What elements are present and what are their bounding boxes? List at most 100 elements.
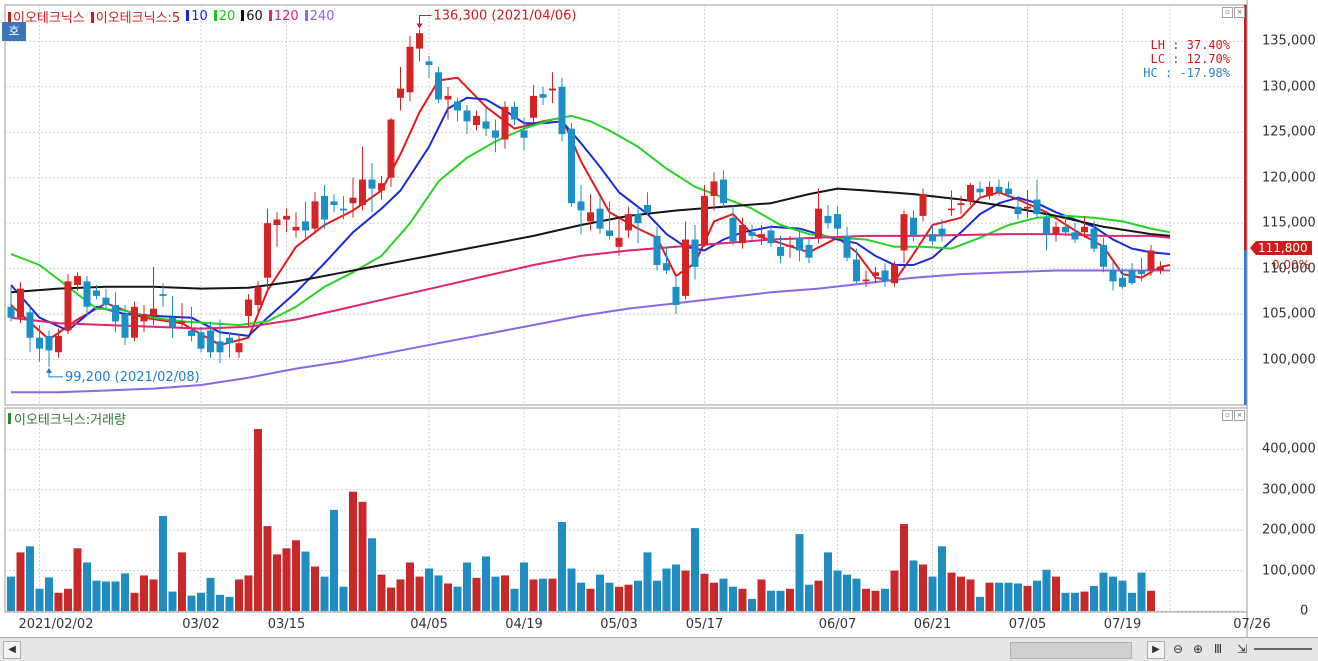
price-tick-label: 105,000 (1262, 306, 1316, 322)
legend-ma5[interactable]: 이오테크닉스:5 (90, 7, 180, 26)
current-price-tag: 111,800 0.00% (1250, 241, 1312, 272)
scroll-left-arrow-icon[interactable]: ◀ (3, 641, 21, 659)
candle (26, 306, 34, 353)
candle-body (720, 179, 727, 204)
candle (311, 192, 319, 235)
volume-bar (700, 573, 709, 611)
candle (577, 185, 585, 235)
scroll-thumb[interactable] (1010, 642, 1132, 659)
volume-bar (311, 566, 319, 611)
volume-bar (681, 570, 690, 611)
legend-ma240[interactable]: 240 (304, 9, 334, 24)
volume-legend[interactable]: 이오테크닉스:거래량 (8, 410, 126, 428)
volume-bar (26, 546, 34, 611)
volume-bar (292, 540, 300, 611)
current-price-value: 111,800 (1258, 241, 1308, 255)
candle-body (691, 239, 699, 267)
candle (131, 301, 138, 342)
candle-body (1147, 250, 1155, 271)
candle-body (387, 119, 395, 178)
volume-bar (1061, 592, 1070, 611)
candle-body (55, 335, 62, 353)
ma-line-120 (10, 233, 1171, 330)
volume-bar (1052, 576, 1060, 611)
candle (568, 123, 575, 207)
price-tick-label: 125,000 (1262, 124, 1316, 140)
volume-tick-label: 300,000 (1262, 482, 1316, 498)
period-slider-icon[interactable]: ⇲ (1236, 642, 1248, 656)
candle (558, 77, 566, 142)
candle-body (264, 223, 271, 278)
volume-bar (805, 584, 813, 611)
candle (55, 328, 62, 358)
candle-body (368, 179, 376, 189)
candle (273, 212, 281, 247)
volume-pane-maximize-icon[interactable]: ▫ (1222, 410, 1233, 421)
volume-tick-label: 100,000 (1262, 563, 1316, 579)
candle-body (511, 106, 518, 120)
candle-body (834, 214, 841, 229)
price-pane-accent-bar-upper (1244, 5, 1247, 250)
price-pane-close-icon[interactable]: × (1234, 7, 1245, 18)
candle (729, 205, 737, 245)
candle (796, 230, 803, 262)
high-marker-arrow-icon (416, 23, 423, 29)
candle (492, 119, 499, 153)
volume-bar (957, 576, 965, 611)
volume-pane-frame (4, 407, 1248, 613)
volume-bar (672, 564, 680, 611)
volume-bar (862, 588, 870, 611)
zoom-in-icon[interactable]: ⊕ (1192, 642, 1204, 656)
volume-bar (843, 574, 851, 611)
volume-bar (206, 577, 215, 611)
candle-body (634, 214, 642, 224)
volume-pane-close-icon[interactable]: × (1234, 410, 1245, 421)
volume-bar (662, 568, 671, 611)
date-tick-label: 07/26 (1233, 617, 1271, 632)
candle-body (910, 217, 917, 236)
date-tick-label: 06/07 (818, 617, 857, 632)
legend-ma20[interactable]: 20 (213, 9, 235, 24)
volume-bar (358, 501, 367, 611)
candle-body (824, 215, 832, 224)
low-marker-arrow-icon (46, 367, 52, 373)
candle (463, 105, 471, 135)
candle (767, 225, 775, 247)
candle-body (150, 308, 157, 316)
bar-count-icon[interactable]: Ⅲ (1213, 642, 1223, 656)
candle-body (862, 279, 870, 282)
candle-body (891, 265, 898, 284)
volume-bar (757, 579, 766, 611)
candle-body (805, 245, 813, 258)
horizontal-scrollbar[interactable]: ◀ ▶ ⊖ ⊕ Ⅲ ⇲ (0, 637, 1318, 661)
candle (1033, 179, 1041, 218)
candle (169, 295, 176, 338)
volume-bar (881, 588, 889, 611)
volume-bar (73, 548, 82, 611)
volume-bar (605, 582, 614, 611)
candle (701, 185, 708, 247)
candle (853, 248, 860, 284)
period-slider-track[interactable] (1254, 648, 1312, 650)
candle-body (454, 101, 461, 111)
range-stats: LH : 37.40% LC : 12.70% HC : -17.98% (1143, 38, 1230, 80)
legend-ma60[interactable]: 60 (241, 9, 263, 24)
legend-ma10[interactable]: 10 (186, 9, 208, 24)
candle-body (539, 94, 547, 98)
candle (1109, 261, 1117, 291)
legend-price[interactable]: 이오테크닉스 (8, 7, 85, 26)
scroll-right-arrow-icon[interactable]: ▶ (1147, 641, 1165, 659)
date-tick-label: 05/03 (600, 617, 638, 632)
price-pane-maximize-icon[interactable]: ▫ (1222, 7, 1233, 18)
stat-lh: LH : 37.40% (1150, 38, 1230, 52)
candle (378, 175, 385, 200)
quote-badge-button[interactable]: 호 (2, 22, 26, 41)
volume-bar (985, 582, 994, 611)
candle-body (83, 281, 91, 307)
legend-ma120[interactable]: 120 (268, 9, 299, 24)
zoom-out-icon[interactable]: ⊖ (1172, 642, 1184, 656)
candle-body (568, 128, 575, 204)
chart-canvas[interactable]: 136,300 (2021/04/06) 99,200 (2021/02/08) 1… (0, 0, 1318, 637)
candle-body (416, 33, 423, 49)
volume-tick-label: 0 (1300, 603, 1309, 619)
